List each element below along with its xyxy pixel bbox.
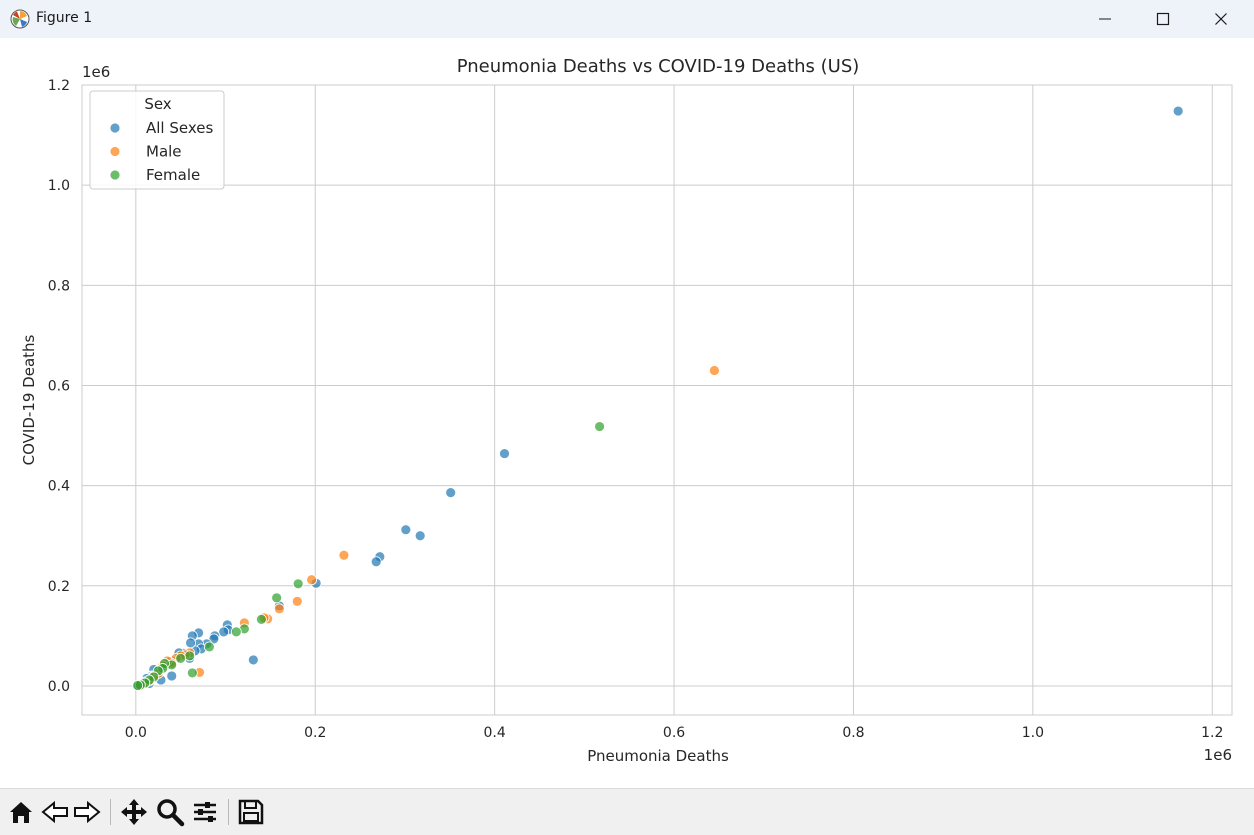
point-all-sexes	[445, 487, 457, 499]
y-axis-ticks: 0.0 0.2 0.4 0.6 0.8 1.0 1.2	[48, 78, 70, 695]
grid	[82, 84, 1232, 715]
chart-title: Pneumonia Deaths vs COVID-19 Deaths (US)	[457, 56, 860, 77]
point-male	[338, 549, 350, 561]
point-female	[256, 613, 267, 625]
forward-icon[interactable]	[72, 797, 102, 827]
y-offset-label: 1e6	[82, 63, 110, 81]
back-icon[interactable]	[40, 797, 70, 827]
plot-frame	[81, 84, 1233, 716]
point-all-sexes	[185, 637, 196, 649]
legend-title: Sex	[144, 95, 171, 113]
x-tick-label: 0.6	[663, 725, 685, 741]
x-tick-label: 0.0	[125, 725, 147, 741]
matplotlib-logo-icon	[10, 9, 30, 29]
point-female	[271, 592, 283, 604]
legend: Sex All Sexes Male Female	[89, 90, 225, 190]
save-icon[interactable]	[236, 797, 266, 827]
point-all-sexes	[370, 556, 382, 568]
y-tick-label: 0.4	[48, 479, 70, 495]
close-icon	[1215, 13, 1227, 25]
legend-entries: All Sexes Male Female	[109, 119, 213, 184]
y-axis-label: COVID-19 Deaths	[20, 334, 38, 465]
point-male	[306, 574, 318, 586]
y-tick-label: 1.2	[48, 78, 70, 94]
point-all-sexes	[247, 654, 259, 666]
point-all-sexes	[499, 448, 510, 459]
point-female	[203, 641, 215, 653]
toolbar-separator	[228, 799, 229, 825]
point-all-sexes	[400, 524, 412, 536]
scatter-chart[interactable]: 0.0 0.2 0.4 0.6 0.8 1.0 1.2 0.0 0.2 0.4 0.6 0.8 1.0…	[0, 38, 1254, 788]
minimize-icon	[1099, 18, 1111, 20]
minimize-button[interactable]	[1076, 0, 1134, 38]
x-tick-label: 0.4	[484, 725, 506, 741]
zoom-icon[interactable]	[155, 797, 185, 827]
legend-marker	[109, 169, 121, 181]
y-tick-label: 1.0	[48, 178, 70, 194]
point-all-sexes	[1172, 105, 1184, 117]
home-icon[interactable]	[6, 797, 36, 827]
toolbar-separator	[110, 799, 111, 825]
configure-subplots-icon[interactable]	[190, 797, 220, 827]
x-axis-ticks: 0.0 0.2 0.4 0.6 0.8 1.0 1.2	[125, 725, 1224, 741]
legend-label: Female	[146, 166, 200, 184]
legend-label: All Sexes	[146, 119, 213, 137]
maximize-icon	[1156, 12, 1170, 26]
y-tick-label: 0.0	[48, 679, 70, 695]
legend-box	[89, 90, 225, 190]
point-male	[291, 595, 303, 607]
pan-icon[interactable]	[119, 797, 149, 827]
y-tick-label: 0.6	[48, 378, 70, 394]
legend-marker	[109, 122, 121, 134]
point-female	[132, 680, 144, 691]
x-tick-label: 1.2	[1201, 725, 1223, 741]
maximize-button[interactable]	[1134, 0, 1192, 38]
point-female	[594, 421, 605, 432]
x-tick-label: 1.0	[1022, 725, 1044, 741]
x-tick-label: 0.8	[842, 725, 864, 741]
window-title: Figure 1	[36, 10, 93, 26]
point-female	[230, 626, 242, 638]
point-all-sexes	[218, 626, 230, 638]
data-points	[132, 105, 1184, 691]
point-female	[186, 667, 198, 679]
x-tick-label: 0.2	[304, 725, 326, 741]
point-male	[709, 365, 720, 376]
title-bar: Figure 1	[0, 0, 1254, 39]
point-all-sexes	[414, 530, 426, 542]
point-female	[175, 653, 187, 664]
point-all-sexes	[166, 670, 178, 682]
x-axis-label: Pneumonia Deaths	[587, 747, 729, 765]
legend-label: Male	[146, 143, 182, 161]
close-button[interactable]	[1192, 0, 1250, 38]
point-male	[273, 603, 285, 615]
y-tick-label: 0.2	[48, 579, 70, 595]
y-tick-label: 0.8	[48, 278, 70, 294]
figure-canvas[interactable]: 0.0 0.2 0.4 0.6 0.8 1.0 1.2 0.0 0.2 0.4 0.6 0.8 1.0…	[0, 38, 1254, 788]
navigation-toolbar	[0, 788, 1254, 835]
x-offset-label: 1e6	[1204, 746, 1232, 764]
point-female	[184, 650, 196, 662]
legend-marker	[109, 146, 121, 157]
point-female	[292, 578, 304, 590]
